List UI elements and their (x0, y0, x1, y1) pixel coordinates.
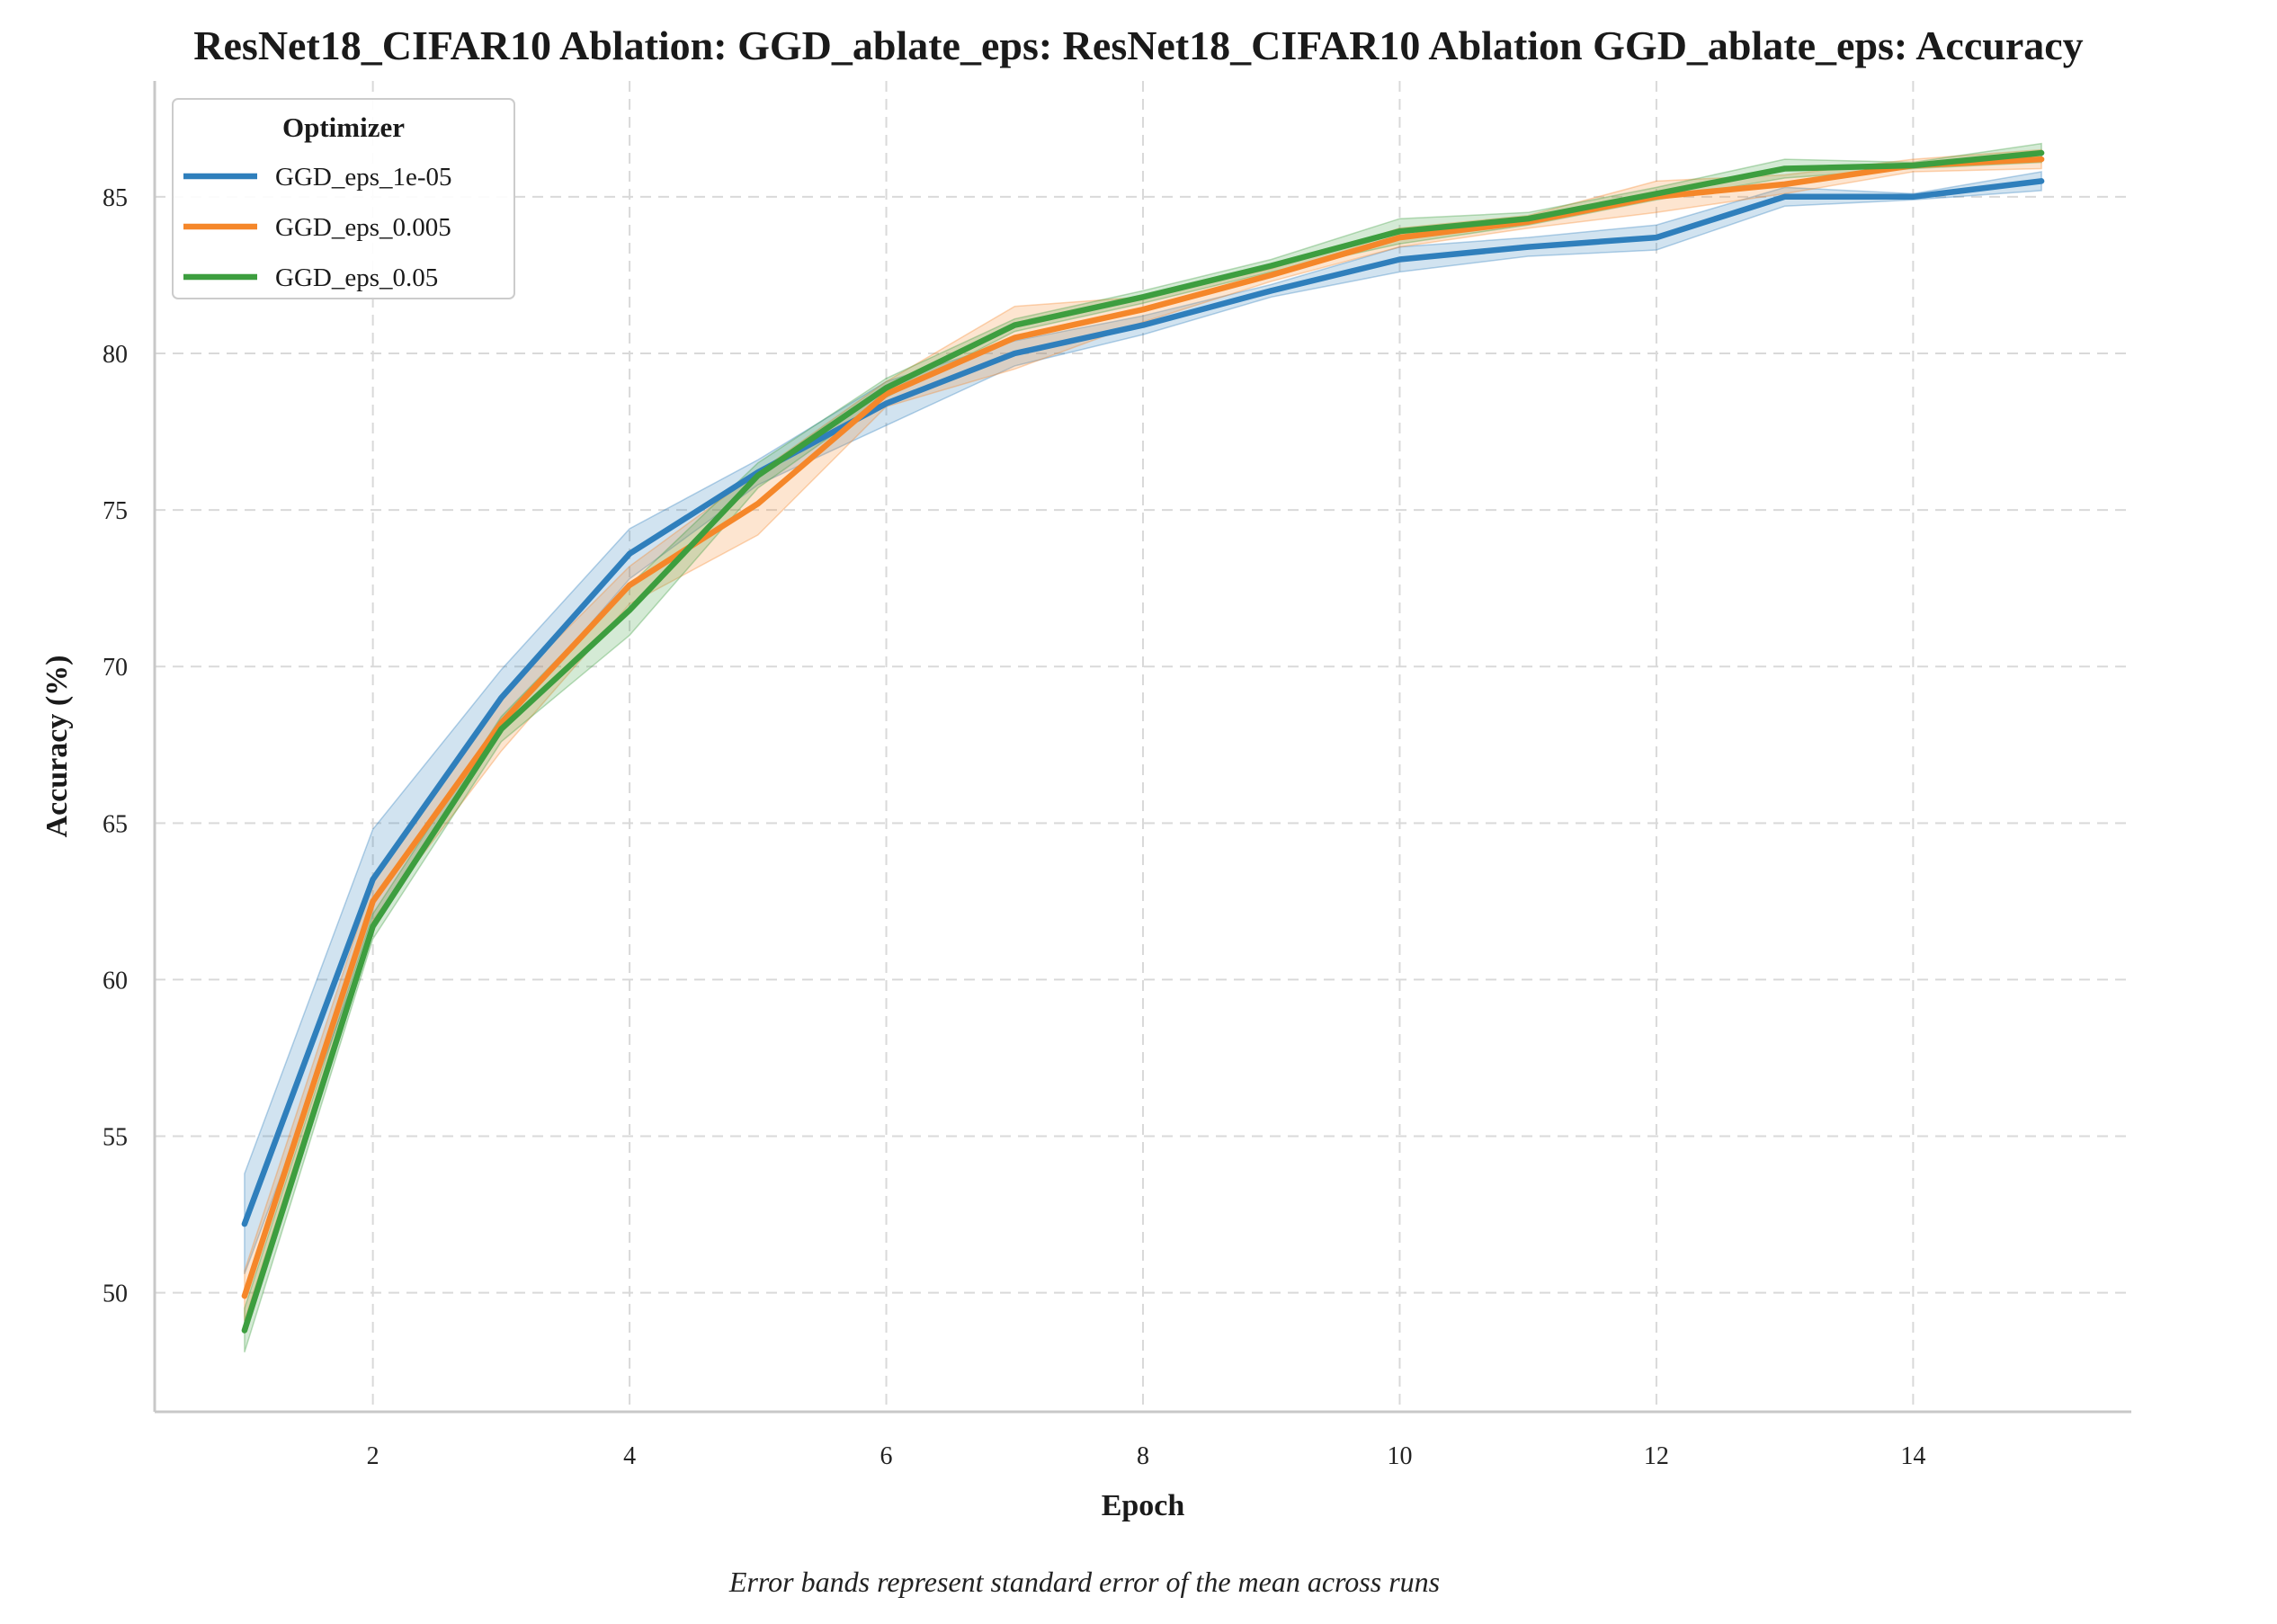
x-tick-label: 4 (623, 1442, 636, 1470)
series-lines (241, 149, 2045, 1334)
chart-title: ResNet18_CIFAR10 Ablation: GGD_ablate_ep… (193, 22, 2083, 68)
x-tick-label: 12 (1644, 1442, 1669, 1470)
axes (153, 81, 2131, 1414)
error-band (244, 142, 2042, 1353)
legend-title: Optimizer (282, 112, 405, 143)
y-tick-label: 75 (103, 497, 128, 525)
x-tick-label: 14 (1900, 1442, 1925, 1470)
y-tick-label: 50 (103, 1280, 128, 1308)
x-tick-label: 2 (367, 1442, 380, 1470)
y-tick-label: 60 (103, 967, 128, 995)
y-tick-label: 55 (103, 1124, 128, 1152)
error-band (244, 171, 2042, 1275)
error-band (244, 148, 2042, 1322)
series-line (241, 156, 2045, 1299)
legend-box (172, 98, 515, 299)
error-bands (244, 142, 2042, 1353)
x-tick-label: 6 (880, 1442, 893, 1470)
y-tick-label: 65 (103, 810, 128, 838)
x-axis-label: Epoch (1102, 1489, 1185, 1522)
x-tick-labels: 2 4 6 8 10 12 14 (367, 1442, 1926, 1470)
x-tick-label: 8 (1137, 1442, 1149, 1470)
legend-label: GGD_eps_1e-05 (275, 163, 452, 192)
series-line (241, 149, 2045, 1334)
legend-label: GGD_eps_0.005 (275, 213, 451, 242)
x-tick-label: 10 (1387, 1442, 1412, 1470)
legend-label: GGD_eps_0.05 (275, 263, 438, 292)
caption-note: Error bands represent standard error of … (728, 1566, 1440, 1598)
series-line (241, 178, 2045, 1227)
y-tick-label: 80 (103, 341, 128, 369)
legend: Optimizer GGD_eps_1e-05 GGD_eps_0.005 GGD_… (172, 98, 515, 299)
y-tick-labels: 50 55 60 65 70 75 80 85 (103, 184, 128, 1308)
y-tick-label: 85 (103, 184, 128, 212)
y-tick-label: 70 (103, 654, 128, 682)
y-axis-label: Accuracy (%) (40, 656, 74, 838)
